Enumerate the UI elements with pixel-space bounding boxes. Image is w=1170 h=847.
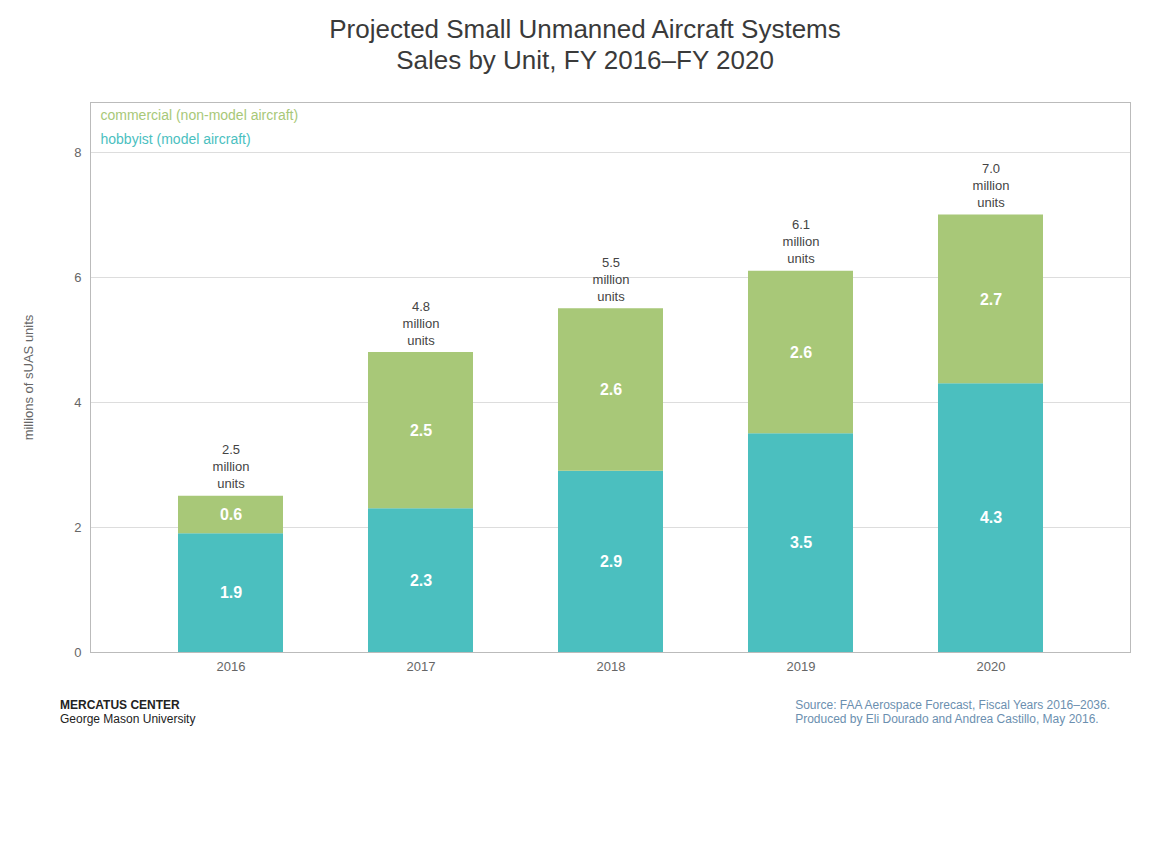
svg-text:4: 4 bbox=[74, 395, 81, 410]
svg-text:2.6: 2.6 bbox=[790, 344, 812, 361]
svg-text:2.6: 2.6 bbox=[600, 381, 622, 398]
svg-text:2020: 2020 bbox=[977, 659, 1006, 674]
svg-text:2.5: 2.5 bbox=[410, 422, 432, 439]
svg-text:2016: 2016 bbox=[217, 659, 246, 674]
svg-text:2019: 2019 bbox=[787, 659, 816, 674]
html-text:MERCATUS CENTER: MERCATUS CENTER bbox=[60, 698, 180, 713]
html-text:Projected Small Unmanned Aircr: Projected Small Unmanned Aircraft System… bbox=[329, 14, 841, 76]
svg-text:2018: 2018 bbox=[597, 659, 626, 674]
svg-text:8: 8 bbox=[74, 145, 81, 160]
html-text:Source: FAA Aerospace Forecast: Source: FAA Aerospace Forecast, Fiscal Y… bbox=[795, 698, 1110, 713]
svg-text:2017: 2017 bbox=[407, 659, 436, 674]
svg-text:commercial (non-model aircraft: commercial (non-model aircraft) bbox=[101, 108, 299, 124]
svg-text:millions of sUAS units: millions of sUAS units bbox=[21, 315, 36, 441]
svg-text:0.6: 0.6 bbox=[220, 506, 242, 523]
svg-text:2.3: 2.3 bbox=[410, 572, 432, 589]
svg-text:4.3: 4.3 bbox=[980, 510, 1002, 527]
html-text:Produced by Eli Dourado and An: Produced by Eli Dourado and Andrea Casti… bbox=[795, 712, 1099, 727]
svg-text:6: 6 bbox=[74, 270, 81, 285]
svg-text:1.9: 1.9 bbox=[220, 585, 242, 602]
svg-text:2: 2 bbox=[74, 520, 81, 535]
svg-text:4.8millionunits: 4.8millionunits bbox=[403, 299, 440, 348]
svg-text:7.0millionunits: 7.0millionunits bbox=[973, 162, 1010, 211]
svg-text:5.5millionunits: 5.5millionunits bbox=[593, 255, 630, 304]
svg-text:2.7: 2.7 bbox=[980, 291, 1002, 308]
svg-text:3.5: 3.5 bbox=[790, 535, 812, 552]
svg-text:2.5millionunits: 2.5millionunits bbox=[213, 443, 250, 492]
svg-text:2.9: 2.9 bbox=[600, 553, 622, 570]
svg-text:hobbyist (model aircraft): hobbyist (model aircraft) bbox=[101, 132, 251, 148]
svg-text:0: 0 bbox=[74, 645, 81, 660]
svg-text:6.1millionunits: 6.1millionunits bbox=[783, 218, 820, 267]
html-text:George Mason University: George Mason University bbox=[60, 712, 196, 727]
